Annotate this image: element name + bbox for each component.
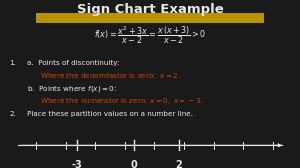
Text: 1.: 1.: [9, 60, 16, 66]
Text: Place these partition values on a number line.: Place these partition values on a number…: [27, 111, 193, 117]
Text: 2: 2: [175, 160, 182, 168]
Text: Where the numerator is zero: $x = 0,\ x = -3.$: Where the numerator is zero: $x = 0,\ x …: [40, 96, 204, 106]
Text: 2.: 2.: [9, 111, 16, 117]
Text: Sign Chart Example: Sign Chart Example: [76, 3, 224, 15]
Text: -3: -3: [71, 160, 82, 168]
Text: b.  Points where $f(x) = 0$:: b. Points where $f(x) = 0$:: [27, 84, 117, 94]
Text: Where the denominator is zero:  $x = 2.$: Where the denominator is zero: $x = 2.$: [40, 71, 182, 80]
Text: a.  Points of discontinuity:: a. Points of discontinuity:: [27, 60, 119, 66]
FancyBboxPatch shape: [36, 13, 264, 23]
Text: $f(x) = \dfrac{x^2 + 3x}{x - 2} = \dfrac{x\,(x + 3)}{x - 2} > 0$: $f(x) = \dfrac{x^2 + 3x}{x - 2} = \dfrac…: [94, 24, 206, 46]
Text: 0: 0: [130, 160, 137, 168]
